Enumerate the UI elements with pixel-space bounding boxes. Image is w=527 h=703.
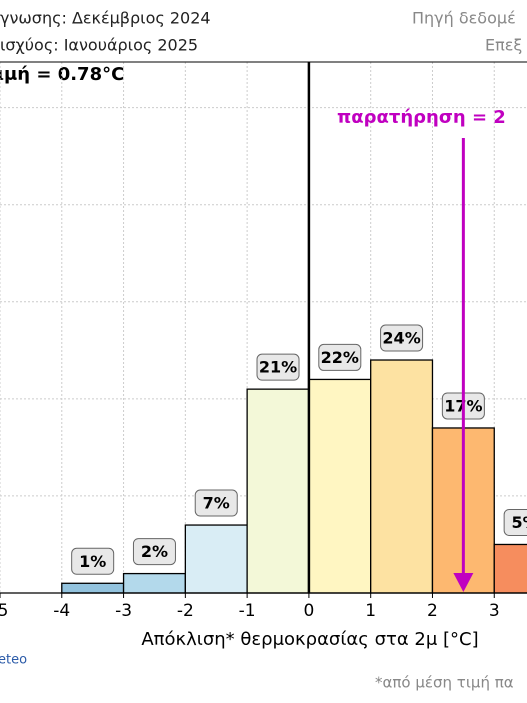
header-right: Πηγή δεδομέ: [412, 9, 516, 28]
bar: [308, 378, 372, 594]
value-label: 24%: [382, 329, 420, 348]
label-box: [256, 353, 300, 381]
x-tick-label: 3: [489, 601, 500, 621]
value-label: 7%: [203, 494, 230, 513]
value-label: 21%: [259, 358, 297, 377]
bar: [122, 572, 186, 594]
x-axis-label: Απόκλιση* θερμοκρασίας στα 2μ [°C]: [141, 629, 478, 650]
bar: [493, 543, 527, 594]
x-tick-label: -5: [0, 601, 8, 621]
x-tick-label: -1: [239, 601, 256, 621]
header-left: γνωσης: Δεκέμβριος 2024: [0, 9, 211, 28]
value-label: 1%: [79, 552, 106, 571]
bar: [370, 359, 434, 594]
value-label: 22%: [321, 348, 359, 367]
label-box: [318, 343, 362, 371]
value-label: 5%: [512, 513, 527, 532]
annotation: παρατήρηση = 2: [337, 107, 506, 128]
bar: [184, 524, 248, 594]
label-box: [132, 538, 176, 566]
x-tick-label: -2: [177, 601, 194, 621]
label-box: [380, 324, 424, 352]
header-right: Επεξ: [485, 36, 522, 55]
x-tick-label: -3: [115, 601, 132, 621]
label-box: [194, 489, 238, 517]
x-tick-label: -4: [53, 601, 70, 621]
bar: [246, 388, 310, 594]
value-label: 2%: [141, 542, 168, 561]
x-tick-label: 2: [427, 601, 438, 621]
arrow-head: [453, 573, 474, 592]
logo: eteo: [0, 653, 27, 668]
label-box: [71, 547, 115, 575]
footnote: *από μέση τιμή πα: [375, 674, 514, 692]
bar: [61, 582, 125, 594]
x-tick-label: 1: [365, 601, 376, 621]
x-tick-label: 0: [303, 601, 314, 621]
header-left: ισχύος: Ιανουάριος 2025: [0, 36, 198, 55]
label-box: [503, 508, 527, 536]
